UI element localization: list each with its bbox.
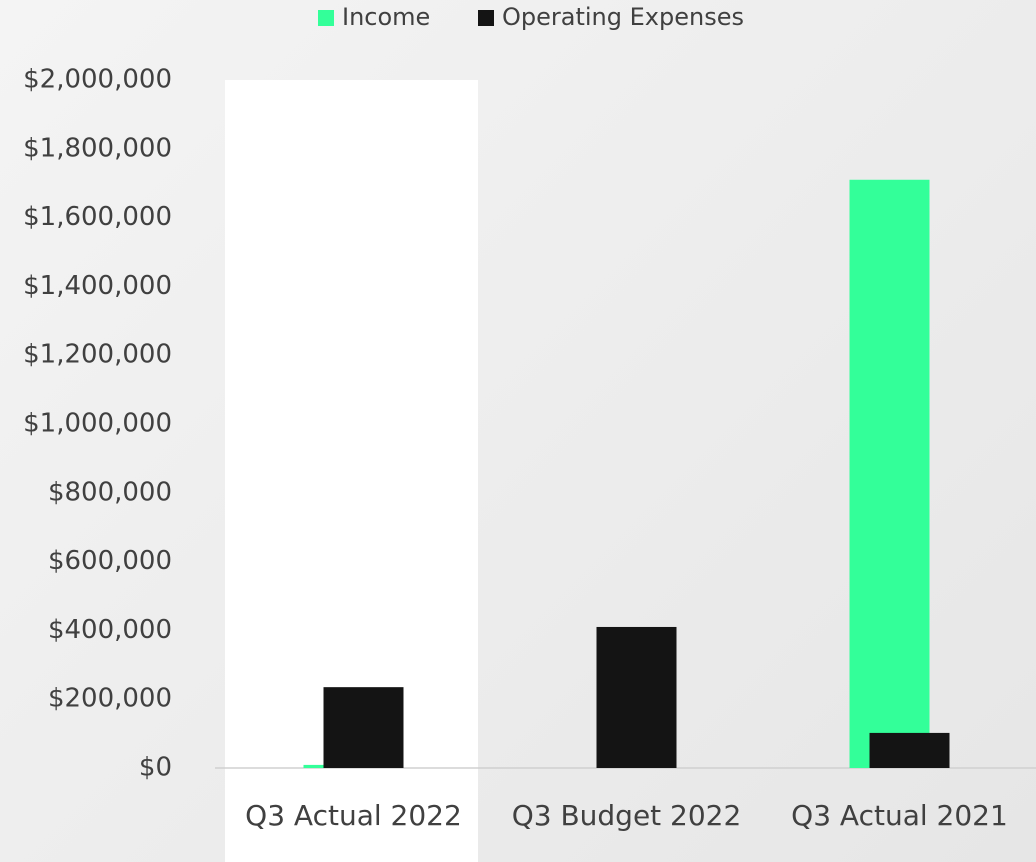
bar xyxy=(596,626,677,768)
y-tick-label: $2,000,000 xyxy=(23,65,172,95)
bar xyxy=(323,687,404,768)
legend-label: Operating Expenses xyxy=(502,3,744,31)
bar xyxy=(849,179,930,768)
y-tick-label: $800,000 xyxy=(48,477,172,507)
y-tick-label: $1,200,000 xyxy=(23,340,172,370)
y-tick-label: $1,600,000 xyxy=(23,202,172,232)
x-tick-label: Q3 Actual 2022 xyxy=(245,799,462,832)
bar xyxy=(869,732,950,768)
legend-swatch xyxy=(318,10,334,26)
y-tick-label: $1,800,000 xyxy=(23,133,172,163)
legend-swatch xyxy=(478,10,494,26)
y-tick-label: $400,000 xyxy=(48,615,172,645)
y-tick-label: $1,000,000 xyxy=(23,409,172,439)
legend-label: Income xyxy=(342,3,430,31)
x-tick-label: Q3 Budget 2022 xyxy=(512,799,742,832)
y-tick-label: $1,400,000 xyxy=(23,271,172,301)
x-tick-label: Q3 Actual 2021 xyxy=(791,799,1008,832)
y-tick-label: $0 xyxy=(139,753,172,783)
y-tick-label: $600,000 xyxy=(48,546,172,576)
y-tick-label: $200,000 xyxy=(48,684,172,714)
